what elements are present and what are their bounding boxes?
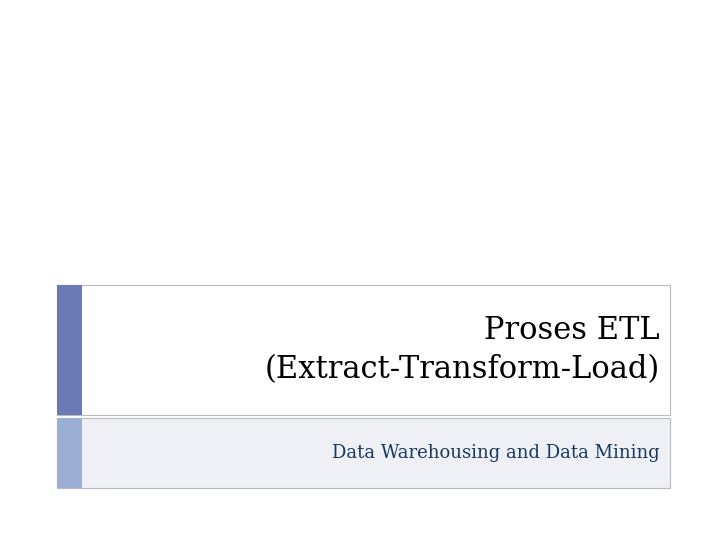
Text: Data Warehousing and Data Mining: Data Warehousing and Data Mining xyxy=(332,444,660,462)
Text: Proses ETL
(Extract-Transform-Load): Proses ETL (Extract-Transform-Load) xyxy=(265,315,660,384)
Bar xyxy=(57,418,82,488)
Bar xyxy=(57,285,670,415)
Bar xyxy=(57,285,82,415)
Bar xyxy=(57,418,670,488)
